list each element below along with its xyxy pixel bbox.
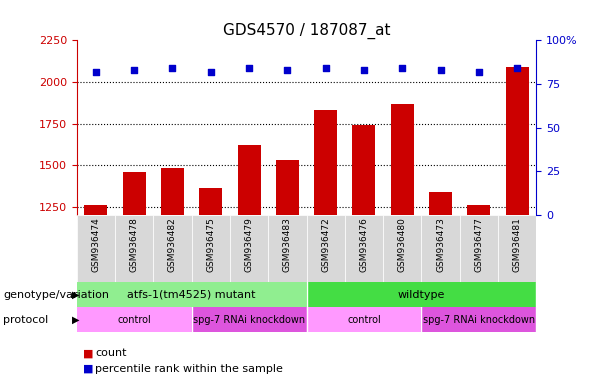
Point xyxy=(474,69,484,75)
Bar xyxy=(191,215,230,282)
Bar xyxy=(77,307,191,332)
Bar xyxy=(77,282,306,307)
Bar xyxy=(268,215,306,282)
Text: wildtype: wildtype xyxy=(398,290,445,300)
Bar xyxy=(429,192,452,215)
Bar xyxy=(345,215,383,282)
Text: GSM936472: GSM936472 xyxy=(321,217,330,272)
Point xyxy=(129,67,139,73)
Bar xyxy=(276,160,299,215)
Bar xyxy=(161,169,184,215)
Bar xyxy=(238,145,261,215)
Bar xyxy=(123,172,145,215)
Text: GSM936478: GSM936478 xyxy=(129,217,139,272)
Text: GSM936477: GSM936477 xyxy=(474,217,484,272)
Point xyxy=(283,67,292,73)
Point xyxy=(436,67,446,73)
Point xyxy=(321,65,330,71)
Bar xyxy=(460,215,498,282)
Text: protocol: protocol xyxy=(3,314,48,325)
Bar xyxy=(467,205,490,215)
Bar xyxy=(115,215,153,282)
Bar xyxy=(352,125,375,215)
Bar xyxy=(153,215,191,282)
Text: spg-7 RNAi knockdown: spg-7 RNAi knockdown xyxy=(423,314,535,325)
Text: GSM936475: GSM936475 xyxy=(206,217,215,272)
Bar xyxy=(306,282,536,307)
Text: ▶: ▶ xyxy=(72,314,80,325)
Text: GSM936482: GSM936482 xyxy=(168,217,177,272)
Text: ■: ■ xyxy=(83,348,93,358)
Bar xyxy=(422,215,460,282)
Point xyxy=(512,65,522,71)
Bar xyxy=(506,67,528,215)
Text: GSM936474: GSM936474 xyxy=(91,217,101,272)
Text: percentile rank within the sample: percentile rank within the sample xyxy=(95,364,283,374)
Point xyxy=(167,65,177,71)
Point xyxy=(359,67,369,73)
Bar xyxy=(230,215,268,282)
Text: GSM936483: GSM936483 xyxy=(283,217,292,272)
Text: count: count xyxy=(95,348,126,358)
Text: GSM936476: GSM936476 xyxy=(359,217,368,272)
Point xyxy=(91,69,101,75)
Text: control: control xyxy=(117,314,151,325)
Bar xyxy=(77,215,115,282)
Point xyxy=(397,65,407,71)
Text: control: control xyxy=(347,314,381,325)
Bar xyxy=(306,215,345,282)
Text: GSM936479: GSM936479 xyxy=(245,217,254,272)
Text: GSM936473: GSM936473 xyxy=(436,217,445,272)
Text: genotype/variation: genotype/variation xyxy=(3,290,109,300)
Bar xyxy=(191,307,306,332)
Bar xyxy=(383,215,422,282)
Bar xyxy=(314,110,337,215)
Text: ■: ■ xyxy=(83,364,93,374)
Title: GDS4570 / 187087_at: GDS4570 / 187087_at xyxy=(223,23,390,39)
Bar xyxy=(498,215,536,282)
Bar xyxy=(306,307,422,332)
Bar xyxy=(199,189,223,215)
Bar xyxy=(84,205,107,215)
Text: spg-7 RNAi knockdown: spg-7 RNAi knockdown xyxy=(193,314,305,325)
Point xyxy=(206,69,216,75)
Point xyxy=(244,65,254,71)
Text: ▶: ▶ xyxy=(72,290,80,300)
Text: GSM936480: GSM936480 xyxy=(398,217,407,272)
Text: GSM936481: GSM936481 xyxy=(512,217,522,272)
Bar xyxy=(391,104,414,215)
Bar xyxy=(422,307,536,332)
Text: atfs-1(tm4525) mutant: atfs-1(tm4525) mutant xyxy=(128,290,256,300)
